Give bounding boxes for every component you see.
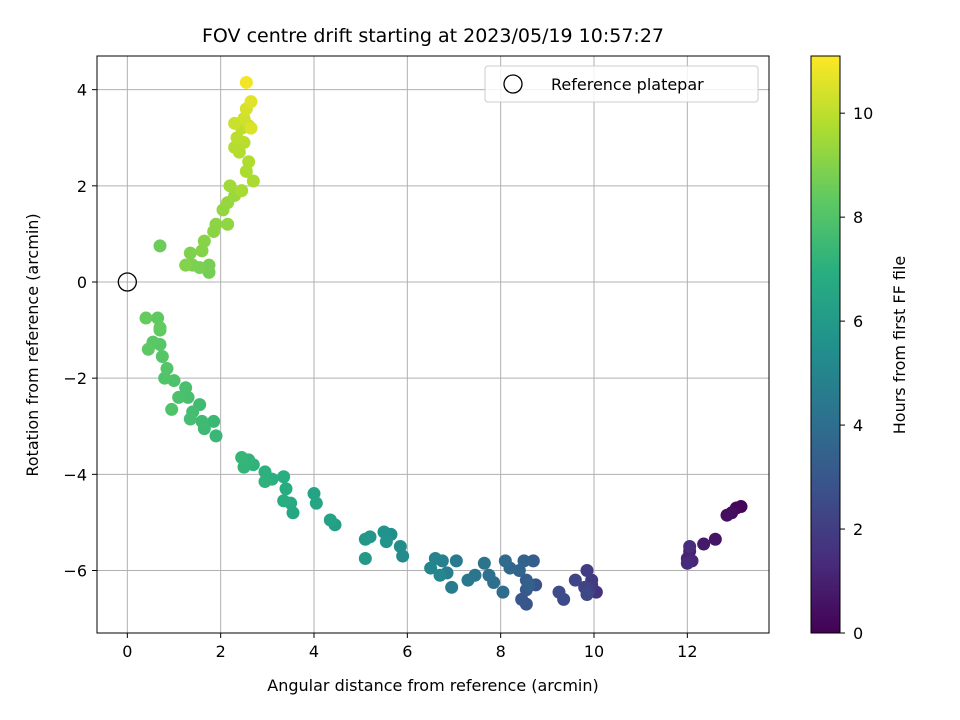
- y-tick-label: −6: [63, 561, 87, 580]
- colorbar-ticks: 0 2 4 6 8 10: [840, 104, 873, 643]
- data-point: [279, 482, 293, 496]
- y-tick-label: 0: [77, 273, 87, 292]
- data-point: [449, 554, 463, 568]
- data-point: [461, 573, 475, 587]
- x-tick-label: 2: [216, 642, 226, 661]
- data-point: [155, 350, 169, 364]
- data-point: [424, 561, 438, 575]
- data-point: [522, 578, 536, 592]
- data-point: [496, 585, 510, 599]
- data-point: [708, 532, 722, 546]
- data-point: [568, 573, 582, 587]
- data-point: [277, 470, 291, 484]
- legend-box: [484, 65, 759, 103]
- data-point: [153, 321, 167, 335]
- data-point: [209, 217, 223, 231]
- data-point: [221, 217, 235, 231]
- data-point: [165, 402, 179, 416]
- x-axis-ticks: 0 2 4 6 8 10 12: [122, 633, 698, 661]
- x-tick-label: 8: [496, 642, 506, 661]
- colorbar-tick-label: 0: [853, 624, 863, 643]
- data-point: [697, 537, 711, 551]
- data-point: [258, 465, 272, 479]
- x-tick-label: 10: [584, 642, 604, 661]
- colorbar-label: Hours from first FF file: [890, 256, 909, 435]
- colorbar-tick-label: 8: [853, 208, 863, 227]
- data-point: [197, 234, 211, 248]
- y-tick-label: 4: [77, 81, 87, 100]
- y-tick-label: −4: [63, 465, 87, 484]
- x-axis-label: Angular distance from reference (arcmin): [267, 676, 598, 695]
- y-tick-label: −2: [63, 369, 87, 388]
- data-point: [680, 556, 694, 570]
- data-point: [246, 174, 260, 188]
- data-point: [526, 554, 540, 568]
- reference-platepar-point: [117, 272, 137, 292]
- data-point: [683, 539, 697, 553]
- data-point: [223, 179, 237, 193]
- data-point: [195, 414, 209, 428]
- data-point: [179, 381, 193, 395]
- data-point: [552, 585, 566, 599]
- data-point: [160, 362, 174, 376]
- x-tick-label: 6: [402, 642, 412, 661]
- data-point: [580, 563, 594, 577]
- x-tick-label: 0: [122, 642, 132, 661]
- y-axis-ticks: −6 −4 −2 0 2 4: [63, 81, 97, 580]
- data-point: [209, 429, 223, 443]
- data-point: [153, 239, 167, 253]
- legend-marker: [503, 74, 523, 94]
- colorbar-tick-label: 2: [853, 520, 863, 539]
- y-tick-label: 2: [77, 177, 87, 196]
- data-point: [515, 592, 529, 606]
- legend: Reference platepar: [484, 65, 759, 103]
- data-point: [379, 535, 393, 549]
- data-point: [235, 450, 249, 464]
- data-point: [141, 342, 155, 356]
- data-point: [235, 184, 249, 198]
- data-point: [477, 556, 491, 570]
- x-tick-label: 4: [309, 642, 319, 661]
- data-point: [179, 258, 193, 272]
- data-point: [580, 588, 594, 602]
- colorbar-gradient: [810, 55, 841, 634]
- data-point: [498, 554, 512, 568]
- data-point: [445, 580, 459, 594]
- data-point: [433, 568, 447, 582]
- plot-frame: [96, 55, 770, 634]
- data-point: [393, 539, 407, 553]
- data-point: [244, 121, 258, 135]
- data-point: [183, 412, 197, 426]
- reference-marker: [117, 272, 137, 292]
- data-point: [239, 75, 253, 89]
- data-point: [720, 508, 734, 522]
- grid: [97, 56, 769, 633]
- colorbar: 0 2 4 6 8 10 Hours from first FF file: [810, 55, 909, 643]
- colorbar-tick-label: 6: [853, 312, 863, 331]
- data-point: [482, 568, 496, 582]
- data-point: [183, 246, 197, 260]
- data-point: [428, 551, 442, 565]
- data-point: [309, 496, 323, 510]
- colorbar-tick-label: 10: [853, 104, 873, 123]
- data-point: [139, 311, 153, 325]
- data-point: [172, 390, 186, 404]
- legend-entry-reference: Reference platepar: [551, 75, 704, 94]
- data-point: [244, 95, 258, 109]
- data-point: [358, 551, 372, 565]
- data-point: [323, 513, 337, 527]
- data-point: [207, 414, 221, 428]
- colorbar-tick-label: 4: [853, 416, 863, 435]
- data-point: [517, 554, 531, 568]
- data-point: [258, 475, 272, 489]
- chart-title: FOV centre drift starting at 2023/05/19 …: [202, 25, 664, 47]
- data-points: [139, 75, 748, 611]
- data-point: [277, 494, 291, 508]
- data-point: [230, 131, 244, 145]
- data-point: [358, 532, 372, 546]
- x-tick-label: 12: [677, 642, 697, 661]
- y-axis-label: Rotation from reference (arcmin): [23, 213, 42, 476]
- data-point: [242, 155, 256, 169]
